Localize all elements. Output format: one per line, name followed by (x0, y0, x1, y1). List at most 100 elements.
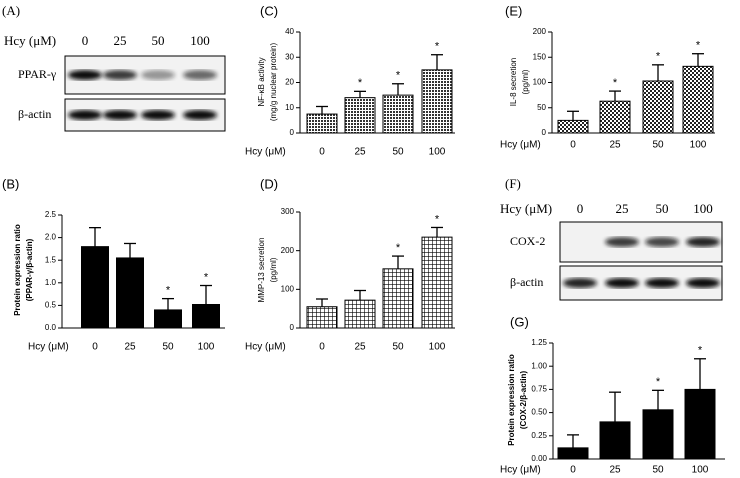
significance-mark: * (696, 40, 701, 52)
lane-label: 100 (190, 33, 210, 48)
y-tick-label: 2.5 (45, 210, 57, 219)
lane-label: 0 (577, 201, 584, 216)
x-tick-label: 50 (392, 147, 404, 158)
y-tick-label: 0.0 (45, 323, 57, 332)
significance-mark: * (204, 271, 209, 283)
row-label: COX-2 (510, 234, 545, 248)
bar (306, 306, 338, 329)
panel-label: (G) (510, 314, 529, 329)
x-tick-label: 50 (652, 465, 664, 476)
panel-label: (F) (505, 176, 521, 191)
x-tick-label: 0 (319, 147, 325, 158)
x-axis-label: Hcy (μM) (245, 147, 286, 158)
x-axis-label: Hcy (μM) (245, 342, 286, 353)
significance-mark: * (396, 242, 401, 254)
bar-chart: (D) 0 100 200 300 MMP-13 secretion (pg/ml) Hcy … (245, 176, 455, 353)
y-axis-label: Protein expression ratio (507, 354, 516, 446)
panel-label: (D) (260, 176, 278, 191)
panel-label: (E) (505, 3, 522, 18)
y-tick-label: 1.00 (531, 361, 547, 370)
y-axis-label: (COX-2/β-actin) (519, 371, 528, 430)
x-tick-label: 0 (319, 342, 325, 353)
lane-label: 100 (693, 201, 713, 216)
row-label: β-actin (510, 275, 543, 289)
y-tick-label: 0.00 (531, 454, 547, 463)
blot-band (183, 70, 217, 80)
x-tick-label: 100 (692, 465, 709, 476)
lane-label: 0 (82, 33, 89, 48)
blot-band (605, 278, 639, 288)
bar (557, 119, 589, 134)
row-label: PPAR-γ (18, 67, 57, 81)
x-tick-label: 50 (392, 342, 404, 353)
blot-band (141, 70, 175, 80)
x-tick-label: 0 (570, 140, 576, 151)
bar (382, 94, 414, 134)
y-axis-label: (pg/ml) (269, 257, 278, 282)
y-axis-label: NF-κB activity (257, 57, 266, 106)
bar-chart: (E) 0 50 100 150 200 IL-8 secretion (pg/ml) Hcy … (500, 3, 715, 151)
y-tick-label: 0 (542, 128, 547, 137)
bar (81, 246, 109, 329)
y-tick-label: 200 (281, 246, 295, 255)
bar (642, 409, 674, 460)
significance-mark: * (613, 77, 618, 89)
bar (642, 80, 674, 134)
y-tick-label: 0.25 (531, 431, 547, 440)
treatment-label: Hcy (μM) (4, 33, 56, 48)
y-axis-label: Protein expression ratio (13, 224, 22, 316)
y-axis-label: (PPAR-γ/β-actin) (25, 238, 34, 301)
x-axis-label: Hcy (μM) (500, 465, 541, 476)
x-tick-label: 100 (429, 342, 446, 353)
y-tick-label: 100 (533, 78, 547, 87)
y-axis-label: MMP-13 secretion (257, 238, 266, 303)
treatment-label: Hcy (μM) (500, 201, 552, 216)
x-tick-label: 0 (570, 465, 576, 476)
y-axis-label: (mg/g nuclear protein) (269, 43, 278, 122)
y-tick-label: 1.5 (45, 255, 57, 264)
bar (344, 299, 376, 329)
y-axis-label: IL-8 secretion (509, 58, 518, 106)
bar (682, 65, 714, 134)
panel-label: (A) (2, 3, 20, 18)
x-tick-label: 25 (609, 140, 621, 151)
x-axis-label: Hcy (μM) (500, 140, 541, 151)
significance-mark: * (656, 51, 661, 63)
y-tick-label: 0.50 (531, 408, 547, 417)
y-tick-label: 20 (285, 78, 294, 87)
blot-band (103, 70, 137, 80)
bar (599, 100, 631, 134)
bar (306, 113, 338, 134)
panel-label: (C) (260, 3, 278, 18)
bar-chart: (G) 0.00 0.25 0.50 0.75 1.00 1.25 Protein expre… (500, 314, 725, 476)
y-tick-label: 0 (290, 128, 295, 137)
bar (116, 257, 144, 329)
x-tick-label: 100 (429, 147, 446, 158)
lane-label: 50 (656, 201, 669, 216)
y-tick-label: 30 (285, 52, 294, 61)
bar (192, 303, 220, 329)
y-tick-label: 100 (281, 284, 295, 293)
significance-mark: * (435, 41, 440, 53)
bar (344, 97, 376, 134)
significance-mark: * (166, 285, 171, 297)
y-tick-label: 1.25 (531, 338, 547, 347)
significance-mark: * (396, 70, 401, 82)
bar (684, 388, 716, 460)
y-tick-label: 10 (285, 103, 294, 112)
blot-band (686, 278, 720, 288)
blot-band (141, 110, 175, 120)
x-tick-label: 100 (198, 342, 215, 353)
blot-band (68, 110, 102, 120)
x-tick-label: 25 (354, 342, 366, 353)
y-tick-label: 50 (537, 103, 546, 112)
bar-chart: (B) 0.0 0.5 1.0 1.5 2.0 2.5 Protein expression … (2, 176, 225, 353)
row-label: β-actin (18, 107, 51, 121)
y-tick-label: 200 (533, 27, 547, 36)
significance-mark: * (358, 77, 363, 89)
y-tick-label: 300 (281, 207, 295, 216)
y-tick-label: 1.0 (45, 278, 57, 287)
blot-band (103, 110, 137, 120)
x-tick-label: 50 (652, 140, 664, 151)
